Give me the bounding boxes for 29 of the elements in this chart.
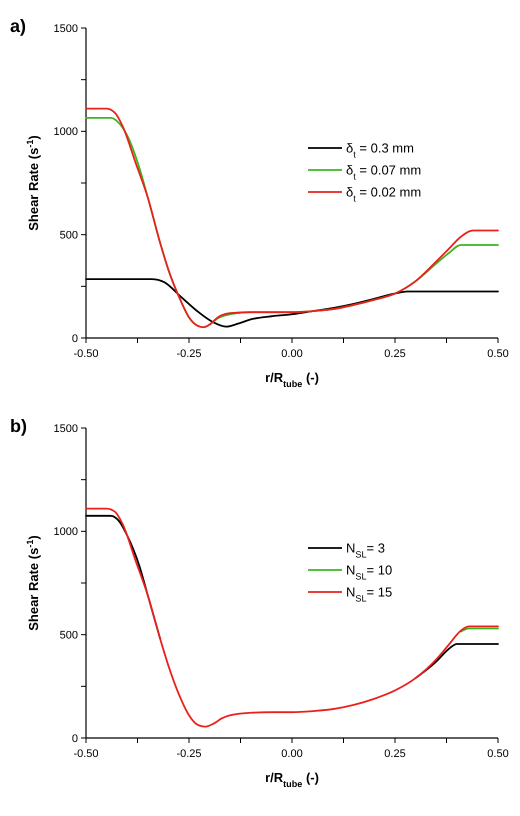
legend-label: N$_{SL}$= 3 bbox=[346, 540, 385, 560]
x-tick-label: 0.25 bbox=[384, 348, 406, 360]
y-tick-label: 1500 bbox=[54, 22, 78, 35]
line-series bbox=[85, 508, 499, 728]
x-tick-label: -0.50 bbox=[73, 348, 99, 360]
y-tick-label: 500 bbox=[60, 230, 78, 242]
y-tick-label: 0 bbox=[72, 332, 78, 345]
legend-label: δ$_{t}$ = 0.3 mm bbox=[346, 140, 414, 160]
legend-label: δ$_{t}$ = 0.07 mm bbox=[346, 162, 422, 182]
y-tick-label: 1000 bbox=[54, 526, 78, 538]
y-tick-label: 500 bbox=[60, 630, 78, 642]
x-tick-label: 0.00 bbox=[281, 748, 303, 760]
x-axis-title: r/R$_{tube}$ (-) bbox=[265, 370, 319, 389]
x-tick-label: 0.50 bbox=[487, 748, 509, 760]
x-tick-label: -0.50 bbox=[73, 748, 99, 760]
legend-label: N$_{SL}$= 15 bbox=[346, 584, 392, 604]
x-tick-label: 0.00 bbox=[281, 348, 303, 360]
y-tick-label: 0 bbox=[72, 732, 78, 745]
x-tick-label: -0.25 bbox=[176, 348, 202, 360]
chart-title: a) bbox=[10, 16, 26, 36]
x-axis-title: r/R$_{tube}$ (-) bbox=[265, 770, 319, 789]
legend-label: N$_{SL}$= 10 bbox=[346, 562, 392, 582]
x-tick-label: 0.25 bbox=[384, 748, 406, 760]
y-tick-label: 1500 bbox=[54, 422, 78, 435]
x-tick-label: -0.25 bbox=[176, 748, 202, 760]
legend-label: δ$_{t}$ = 0.02 mm bbox=[346, 184, 422, 204]
chart-title: b) bbox=[10, 416, 27, 436]
x-tick-label: 0.50 bbox=[487, 348, 509, 360]
y-tick-label: 1000 bbox=[54, 126, 78, 138]
